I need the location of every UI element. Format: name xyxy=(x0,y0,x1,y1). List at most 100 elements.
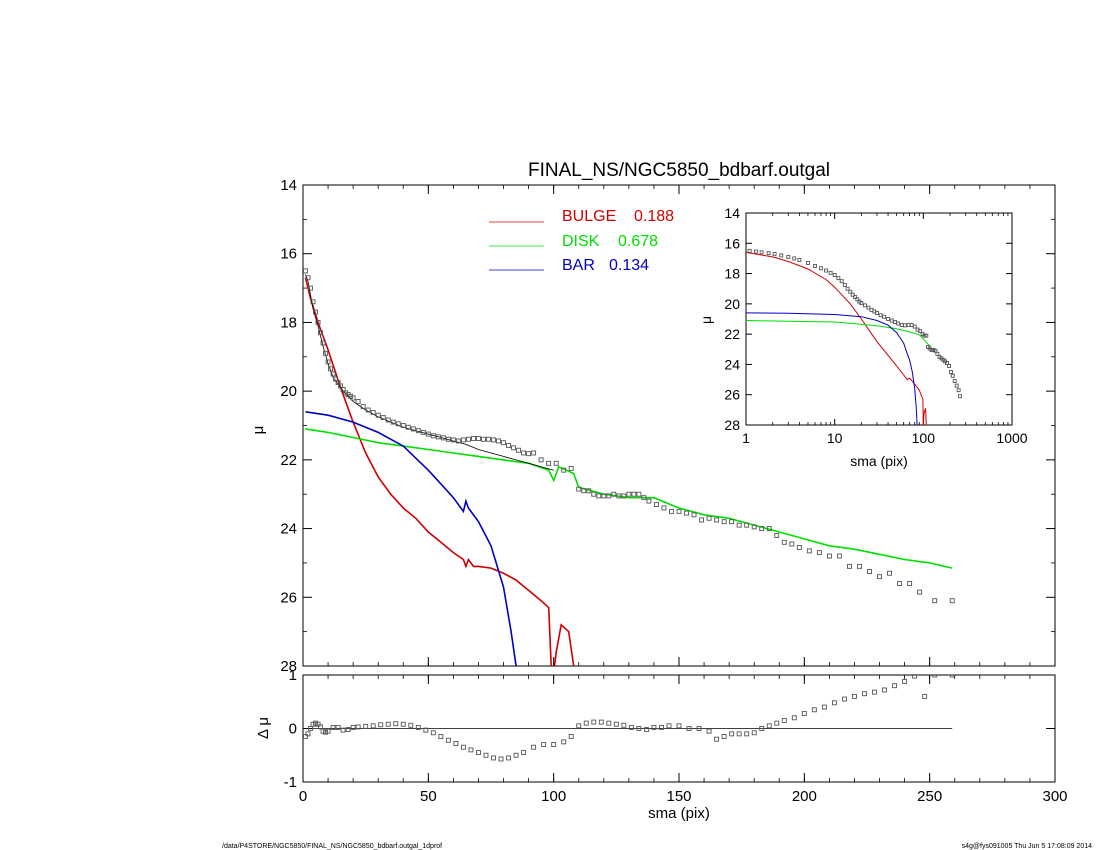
data-point xyxy=(766,526,772,532)
data-point xyxy=(596,493,602,499)
data-point xyxy=(684,510,689,516)
data-point xyxy=(506,755,511,761)
main-ylabel: μ xyxy=(250,426,267,435)
data-point xyxy=(875,310,879,315)
data-point xyxy=(714,517,720,523)
data-point xyxy=(325,728,331,734)
data-point xyxy=(313,309,318,315)
inset-xtick-label: 1000 xyxy=(996,430,1027,446)
data-point xyxy=(651,724,657,730)
data-point xyxy=(949,598,955,604)
data-point xyxy=(643,727,649,733)
data-point xyxy=(867,569,872,574)
data-point xyxy=(932,598,938,604)
data-point xyxy=(313,720,318,726)
data-point xyxy=(481,436,486,442)
inset-ytick-label: 28 xyxy=(724,417,740,433)
data-point xyxy=(385,417,391,423)
data-point xyxy=(370,409,376,415)
residual-xtick-label: 0 xyxy=(299,788,307,805)
main-series-group xyxy=(303,268,955,666)
data-point xyxy=(390,419,396,425)
data-point xyxy=(491,755,496,761)
data-point xyxy=(721,734,727,739)
data-point xyxy=(877,574,882,580)
data-point xyxy=(606,493,612,499)
data-point xyxy=(496,438,501,444)
data-point xyxy=(902,678,908,684)
residual-ytick-label: 1 xyxy=(289,667,297,684)
data-point xyxy=(320,728,326,734)
data-point xyxy=(330,371,336,377)
data-point xyxy=(308,726,313,731)
footer-path: /data/P4STORE/NGC5850/FINAL_NS/NGC5850_b… xyxy=(222,843,442,850)
data-point xyxy=(686,726,692,731)
main-series-line3 xyxy=(305,274,554,471)
data-point xyxy=(375,412,381,418)
data-point xyxy=(729,731,735,737)
data-point xyxy=(616,493,622,499)
data-point xyxy=(759,726,765,731)
data-point xyxy=(460,437,466,443)
data-point xyxy=(646,498,652,504)
data-point xyxy=(506,442,511,448)
data-point xyxy=(460,744,466,750)
inset-panel: 1 10 100 1000 14 16 18 20 22 24 26 28 μ sma (pix) xyxy=(698,205,1028,469)
data-point xyxy=(333,376,339,382)
data-point xyxy=(845,286,850,291)
data-point xyxy=(626,491,632,497)
data-point xyxy=(355,399,361,404)
data-point xyxy=(691,512,697,518)
data-point xyxy=(581,488,587,494)
data-point xyxy=(586,488,592,494)
data-point xyxy=(621,722,627,728)
data-point xyxy=(320,340,326,346)
main-axis-ticks: 14 16 18 20 22 24 26 28 xyxy=(280,177,1056,675)
data-point xyxy=(340,386,346,392)
data-point xyxy=(303,268,308,274)
data-point xyxy=(323,350,329,356)
data-point xyxy=(797,257,802,262)
inset-series-group xyxy=(746,248,962,425)
main-ytick-label: 18 xyxy=(280,314,297,331)
data-point xyxy=(310,299,316,305)
data-point xyxy=(824,268,829,273)
data-point xyxy=(766,251,771,256)
data-point xyxy=(501,440,506,446)
data-point xyxy=(598,719,604,725)
legend-disk-label: DISK xyxy=(562,233,600,250)
data-point xyxy=(796,545,802,550)
data-point xyxy=(360,404,366,410)
data-point xyxy=(631,491,637,497)
data-point xyxy=(653,502,659,507)
data-point xyxy=(476,750,481,756)
data-point xyxy=(855,297,860,302)
data-point xyxy=(836,276,841,281)
data-point xyxy=(754,249,759,254)
residual-ytick-label: -1 xyxy=(284,774,297,791)
data-point xyxy=(636,491,642,497)
inset-ytick-label: 20 xyxy=(724,296,740,312)
data-point xyxy=(828,270,833,275)
residual-xtick-label: 250 xyxy=(917,788,942,805)
data-point xyxy=(714,736,720,742)
data-point xyxy=(576,723,582,729)
data-point xyxy=(661,505,667,511)
data-point xyxy=(385,721,391,727)
data-point xyxy=(531,744,537,750)
data-point xyxy=(791,715,797,721)
data-point xyxy=(305,731,311,737)
data-point xyxy=(338,383,344,389)
data-point xyxy=(811,707,817,713)
residual-xtick-label: 200 xyxy=(792,788,817,805)
data-point xyxy=(583,720,589,726)
legend-bar-value: 0.134 xyxy=(609,257,649,274)
data-point xyxy=(310,721,316,727)
data-point xyxy=(415,724,421,730)
data-point xyxy=(445,737,451,743)
data-point xyxy=(736,522,742,528)
data-point xyxy=(526,451,532,457)
data-point xyxy=(465,436,471,442)
residual-xlabel: sma (pix) xyxy=(648,805,710,822)
data-point xyxy=(423,727,429,733)
